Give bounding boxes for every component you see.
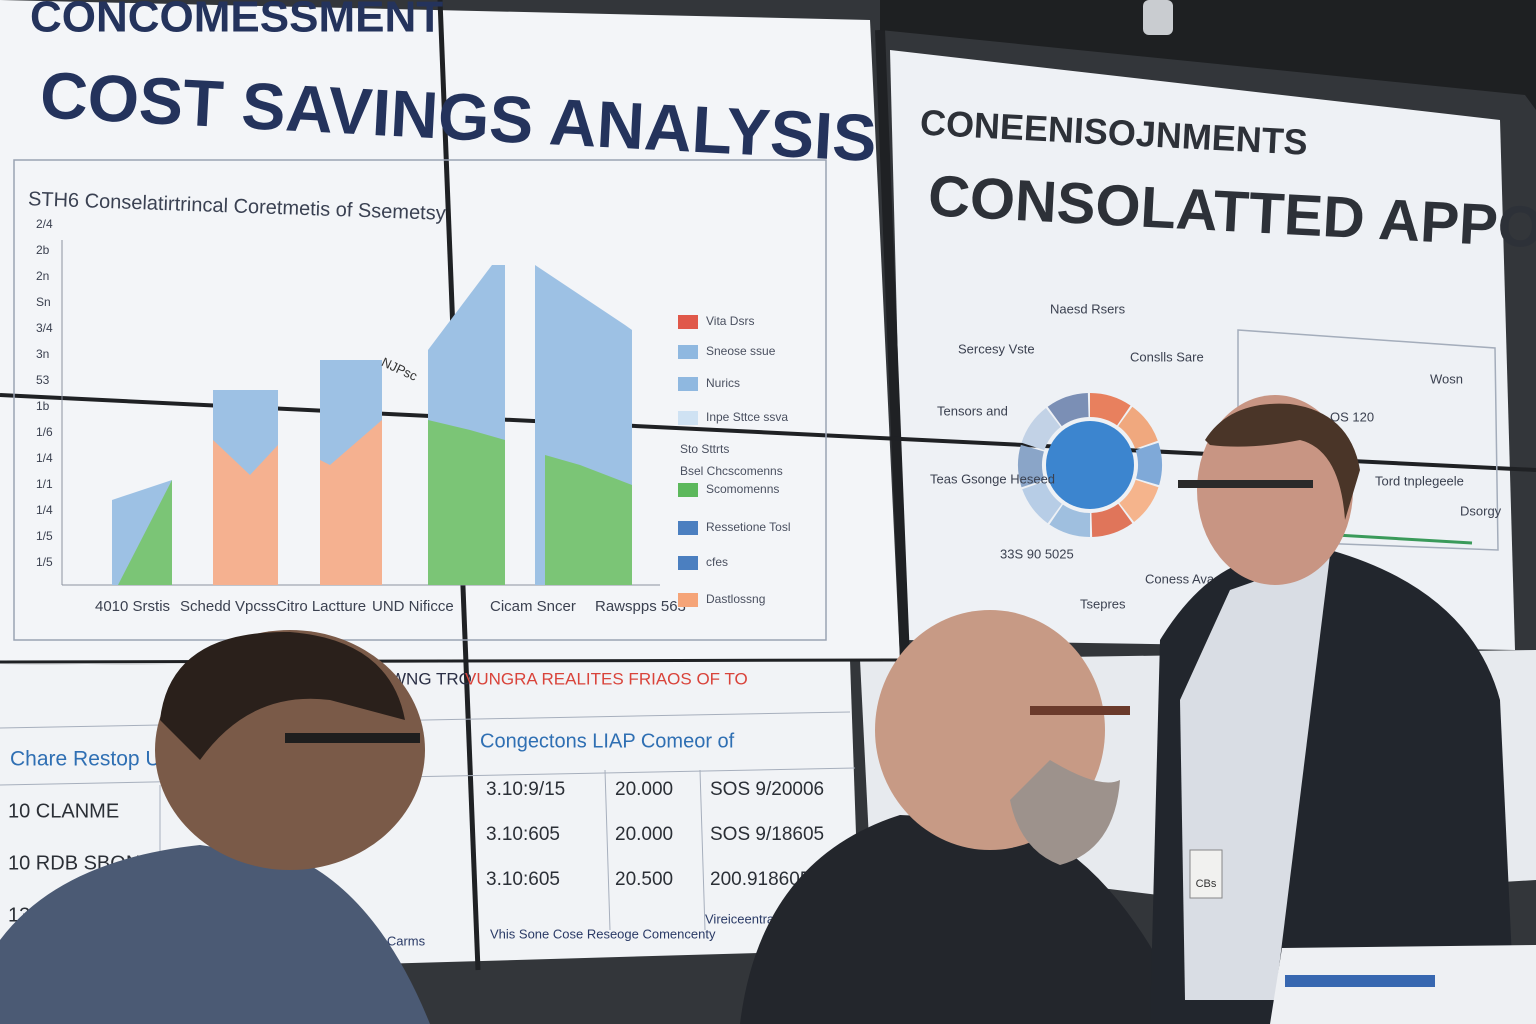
legend-swatch [678, 521, 698, 535]
y-axis-label: 1/4 [36, 503, 53, 517]
x-axis-label: Cicam Sncer [490, 598, 576, 615]
x-axis-label: Rawspps 563 [595, 598, 686, 615]
truss [880, 0, 1536, 110]
y-axis-label: 3/4 [36, 321, 53, 335]
table-cell: 3.10:605 [486, 869, 560, 890]
donut-label: Conslls Sare [1130, 349, 1204, 364]
legend-label: Vita Dsrs [706, 314, 754, 328]
table-cell: 200.918605 [710, 869, 810, 890]
y-axis-label: Sn [36, 295, 51, 309]
donut-segment [1047, 393, 1089, 427]
legend-label: Dastlossng [706, 592, 765, 606]
people [0, 395, 1536, 1024]
y-axis-label: 1/4 [36, 451, 53, 465]
screen-kicker: CONCOMESSMENT [30, 0, 443, 42]
bezel [0, 658, 901, 664]
legend-swatch [678, 556, 698, 570]
bezel [875, 29, 910, 661]
legend-label: Sneose ssue [706, 344, 776, 358]
y-axis-label: 2/4 [36, 217, 53, 231]
y-axis-label: 53 [36, 373, 50, 387]
x-axis-label: 4010 Srstis [95, 598, 170, 615]
legend-swatch [678, 377, 698, 391]
table-footer: Vhis Sone Cose Reseoge Comencenty [490, 926, 716, 941]
table-cell: 3.10:9/15 [486, 779, 565, 800]
donut-segment [1021, 408, 1061, 451]
donut-segment [1049, 504, 1090, 537]
legend-label: Scomomenns [706, 482, 779, 496]
table-cell: SOS 9/18605 [710, 824, 824, 845]
legend-label: Sto Sttrts [680, 442, 729, 456]
table-cell: 20.500 [615, 869, 673, 890]
donut-label: Tsepres [1080, 596, 1126, 611]
panel-text: Wosn [1430, 371, 1463, 386]
donut-label: 33S 90 5025 [1000, 546, 1074, 561]
y-axis-label: 2b [36, 243, 50, 257]
ceiling-light [1143, 0, 1173, 35]
donut-segment [1018, 444, 1045, 488]
donut-segment [1118, 406, 1158, 449]
name-badge: CBs [1196, 878, 1217, 890]
y-axis-label: 2n [36, 269, 49, 283]
panel-text: Dsorgy [1460, 503, 1502, 518]
legend-label: Nurics [706, 376, 740, 390]
y-axis-label: 1b [36, 399, 50, 413]
y-axis-label: 1/5 [36, 555, 53, 569]
panel-text: Tord tnplegeele [1375, 473, 1464, 488]
panel-text: OS 120 [1330, 409, 1374, 424]
donut-label: Teas Gsonge Heseed [930, 471, 1055, 486]
table-header: Congectons LIAP Comeor of [480, 730, 735, 752]
table-heading: WNG TRO [390, 669, 472, 688]
legend-label: cfes [706, 555, 728, 569]
donut-segment [1135, 442, 1162, 486]
x-axis-label: Schedd Vpcss [180, 598, 276, 615]
x-axis-label: UND Nificce [372, 598, 454, 615]
legend-swatch [678, 411, 698, 425]
table-cell: 20.000 [615, 779, 673, 800]
chart-frame [13, 159, 827, 641]
table-cell: 3.10:605 [486, 824, 560, 845]
donut-label: Sercesy Vste [958, 341, 1035, 356]
donut-segment [1022, 481, 1062, 524]
donut [1018, 393, 1162, 537]
table-cell: SOS 9/20006 [710, 779, 824, 800]
y-axis-label: 1/1 [36, 477, 53, 491]
donut-label: Tensors and [937, 403, 1008, 418]
legend-label: Ressetione Tosl [706, 520, 791, 534]
table-header: Chare Restop Us [10, 748, 171, 771]
x-axis-label: Citro Lactture [276, 598, 366, 615]
row-label: 10 CLANME [8, 800, 119, 822]
donut-label: Naesd Rsers [1050, 301, 1126, 316]
legend-swatch [678, 315, 698, 329]
legend-label: Bsel Chcscomenns [680, 464, 783, 478]
legend-swatch [678, 345, 698, 359]
legend-swatch [678, 483, 698, 497]
legend-swatch [678, 593, 698, 607]
table-cell: 20.000 [615, 824, 673, 845]
y-axis-label: 1/5 [36, 529, 53, 543]
donut-segment [1090, 393, 1131, 426]
donut-segment [1119, 479, 1159, 522]
table-heading-red: VUNGRA REALITES FRIAOS OF TO [465, 669, 748, 688]
bars [112, 265, 632, 585]
donut-center [1046, 421, 1134, 509]
y-axis-label: 3n [36, 347, 49, 361]
y-axis-label: 1/6 [36, 425, 53, 439]
donut-segment [1091, 503, 1133, 537]
legend-label: Inpe Sttce ssva [706, 410, 788, 424]
